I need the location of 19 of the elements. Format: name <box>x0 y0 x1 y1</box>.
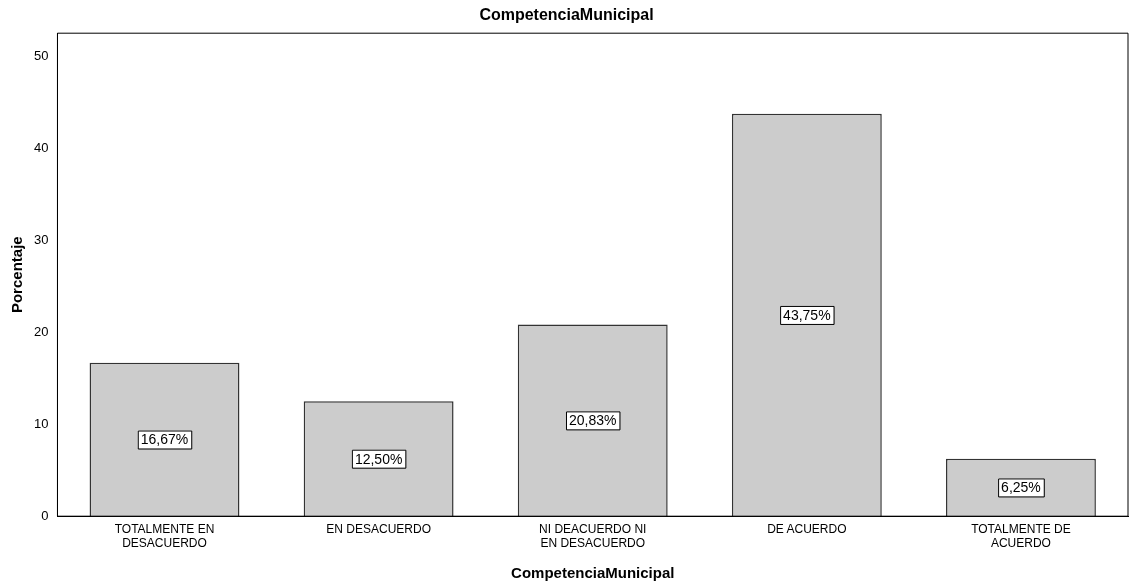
data-label: 43,75% <box>783 306 831 323</box>
y-tick-label: 20 <box>33 323 49 339</box>
y-tick-label: 10 <box>33 415 49 431</box>
data-label: 6,25% <box>1001 479 1041 496</box>
y-tick-label: 0 <box>41 507 49 523</box>
y-tick-label: 30 <box>33 231 49 247</box>
x-tick-label: EN DESACUERDO <box>326 521 431 536</box>
data-label: 12,50% <box>354 450 403 467</box>
data-label: 20,83% <box>568 412 617 429</box>
x-axis-title: CompetenciaMunicipal <box>511 564 675 582</box>
x-tick-label: DE ACUERDO <box>767 521 847 536</box>
x-tick-label: TOTALMENTE EN DESACUERDO <box>114 521 215 551</box>
y-tick-label: 50 <box>33 47 49 63</box>
data-label: 16,67% <box>140 431 189 448</box>
x-tick-label: NI DEACUERDO NI EN DESACUERDO <box>539 521 647 551</box>
chart-title: CompetenciaMunicipal <box>479 6 654 24</box>
x-tick-label: TOTALMENTE DE ACUERDO <box>971 521 1071 551</box>
y-tick-label: 40 <box>33 139 49 155</box>
y-axis-title: Porcentaje <box>8 236 26 314</box>
